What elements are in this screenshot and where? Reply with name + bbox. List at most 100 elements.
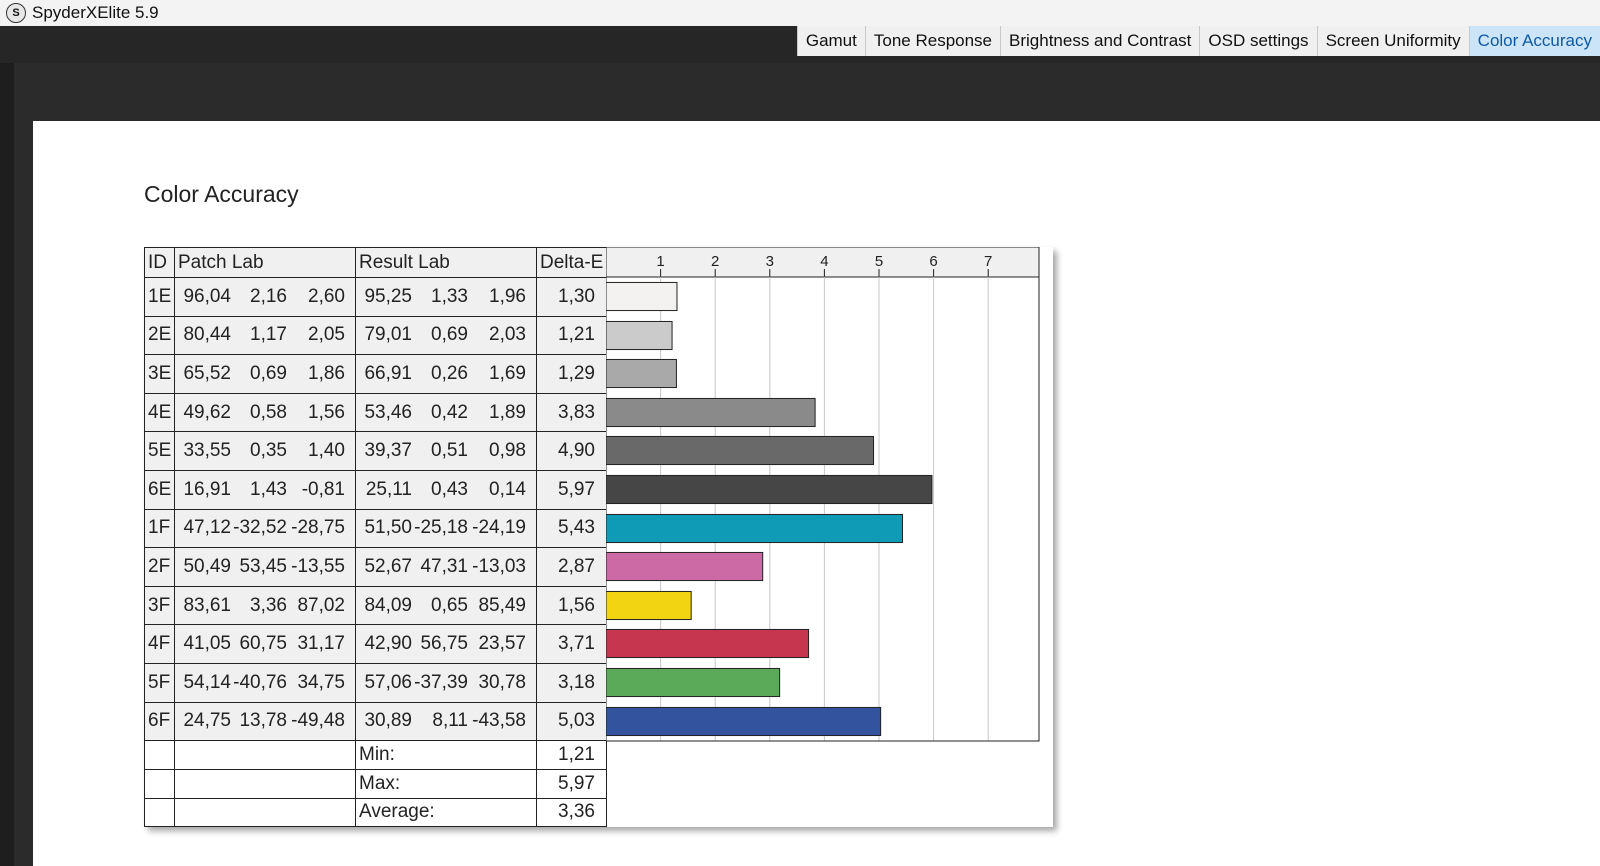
table-row: 4F 41,05 60,75 31,17 42,90 56,75 23,57 3,71 — [144, 624, 607, 664]
delta-e-bar — [606, 397, 816, 428]
patch-lab-cell: 65,52 0,69 1,86 — [174, 354, 356, 394]
result-lab-value: 42,90 — [364, 633, 412, 655]
patch-lab-value: 2,60 — [308, 285, 345, 307]
stat-empty-cell — [144, 797, 175, 828]
result-lab-value: -25,18 — [414, 517, 468, 539]
table-row: 6F 24,75 13,78 -49,48 30,89 8,11 -43,58 5,03 — [144, 701, 607, 742]
patch-lab-value: 87,02 — [297, 594, 345, 616]
delta-e-bar — [606, 281, 678, 312]
patch-lab-cell: 33,55 0,35 1,40 — [174, 431, 356, 471]
stat-label: Average: — [355, 797, 537, 828]
tab-strip: Gamut Tone Response Brightness and Contr… — [0, 26, 1600, 63]
result-lab-value: 0,43 — [431, 478, 468, 500]
delta-e-value: 5,97 — [536, 469, 607, 510]
delta-e-bar — [606, 358, 677, 389]
table-row: 1E 96,04 2,16 2,60 95,25 1,33 1,96 1,30 — [144, 277, 607, 317]
report-canvas: Color Accuracy ID Patch Lab Result Lab D… — [33, 121, 1600, 866]
patch-id: 6E — [144, 469, 175, 510]
patch-lab-cell: 16,91 1,43 -0,81 — [174, 469, 356, 510]
patch-lab-value: 54,14 — [183, 671, 231, 693]
result-lab-value: 57,06 — [364, 671, 412, 693]
result-lab-value: 0,65 — [431, 594, 468, 616]
result-lab-value: 0,14 — [489, 478, 526, 500]
result-lab-value: 0,51 — [431, 440, 468, 462]
table-row: 4E 49,62 0,58 1,56 53,46 0,42 1,89 3,83 — [144, 392, 607, 433]
patch-lab-value: 1,40 — [308, 440, 345, 462]
patch-lab-value: 0,35 — [250, 440, 287, 462]
patch-lab-value: -13,55 — [291, 555, 345, 577]
patch-lab-value: 53,45 — [239, 555, 287, 577]
result-lab-value: 53,46 — [364, 401, 412, 423]
delta-e-value: 5,03 — [536, 701, 607, 742]
chart-plot-area — [606, 276, 1040, 742]
result-lab-value: 0,69 — [431, 324, 468, 346]
table-row: 3F 83,61 3,36 87,02 84,09 0,65 85,49 1,56 — [144, 585, 607, 626]
result-lab-cell: 51,50 -25,18 -24,19 — [355, 508, 537, 549]
result-lab-value: 39,37 — [364, 440, 412, 462]
result-lab-value: 1,96 — [489, 285, 526, 307]
table-row: 2F 50,49 53,45 -13,55 52,67 47,31 -13,03 2,87 — [144, 547, 607, 587]
stat-row: Max: 5,97 — [144, 768, 607, 799]
result-lab-cell: 52,67 47,31 -13,03 — [355, 547, 537, 587]
title-bar: S SpyderXElite 5.9 — [0, 0, 1600, 27]
patch-id: 2F — [144, 547, 175, 587]
toolbar-area — [0, 63, 1600, 121]
patch-id: 1F — [144, 508, 175, 549]
patch-lab-value: 41,05 — [183, 633, 231, 655]
report-tabs: Gamut Tone Response Brightness and Contr… — [796, 26, 1600, 56]
stat-row: Min: 1,21 — [144, 740, 607, 770]
patch-lab-value: 47,12 — [183, 517, 231, 539]
result-lab-cell: 79,01 0,69 2,03 — [355, 315, 537, 356]
result-lab-value: 30,89 — [364, 710, 412, 732]
delta-e-bar-chart: 1 2 3 4 5 6 7 — [606, 247, 1040, 742]
header-patch-lab: Patch Lab — [174, 247, 356, 278]
accuracy-table: ID Patch Lab Result Lab Delta-E 1E 96,04 2… — [144, 247, 607, 828]
patch-id: 6F — [144, 701, 175, 742]
patch-lab-value: 65,52 — [183, 362, 231, 384]
result-lab-value: 1,33 — [431, 285, 468, 307]
table-row: 2E 80,44 1,17 2,05 79,01 0,69 2,03 1,21 — [144, 315, 607, 356]
result-lab-value: -24,19 — [472, 517, 526, 539]
delta-e-value: 1,29 — [536, 354, 607, 394]
delta-e-bar — [606, 590, 692, 621]
result-lab-cell: 25,11 0,43 0,14 — [355, 469, 537, 510]
tab-tone-response[interactable]: Tone Response — [864, 26, 1001, 56]
result-lab-cell: 95,25 1,33 1,96 — [355, 277, 537, 317]
result-lab-cell: 57,06 -37,39 30,78 — [355, 662, 537, 703]
patch-lab-cell: 83,61 3,36 87,02 — [174, 585, 356, 626]
delta-e-bar — [606, 551, 764, 582]
patch-lab-value: 0,69 — [250, 362, 287, 384]
patch-lab-value: -49,48 — [291, 710, 345, 732]
patch-id: 1E — [144, 277, 175, 317]
patch-lab-cell: 54,14 -40,76 34,75 — [174, 662, 356, 703]
patch-lab-value: 1,56 — [308, 401, 345, 423]
result-lab-value: 79,01 — [364, 324, 412, 346]
stat-empty-cell — [174, 768, 356, 799]
tab-gamut[interactable]: Gamut — [796, 26, 865, 56]
patch-lab-cell: 80,44 1,17 2,05 — [174, 315, 356, 356]
x-tick-label: 3 — [766, 253, 774, 270]
patch-lab-value: -32,52 — [233, 517, 287, 539]
delta-e-value: 4,90 — [536, 431, 607, 471]
tab-screen-uniformity[interactable]: Screen Uniformity — [1316, 26, 1469, 56]
left-border — [0, 63, 14, 866]
tab-color-accuracy[interactable]: Color Accuracy — [1468, 26, 1600, 56]
delta-e-bar — [606, 320, 673, 351]
patch-lab-cell: 47,12 -32,52 -28,75 — [174, 508, 356, 549]
patch-lab-value: 49,62 — [183, 401, 231, 423]
x-tick-label: 7 — [984, 253, 992, 270]
tab-osd-settings[interactable]: OSD settings — [1199, 26, 1317, 56]
patch-id: 3E — [144, 354, 175, 394]
patch-id: 3F — [144, 585, 175, 626]
patch-lab-value: 34,75 — [297, 671, 345, 693]
result-lab-value: 52,67 — [364, 555, 412, 577]
x-tick-label: 2 — [711, 253, 719, 270]
table-row: 1F 47,12 -32,52 -28,75 51,50 -25,18 -24,19 5,43 — [144, 508, 607, 549]
delta-e-bar — [606, 474, 933, 505]
tab-brightness-contrast[interactable]: Brightness and Contrast — [1000, 26, 1200, 56]
result-lab-cell: 30,89 8,11 -43,58 — [355, 701, 537, 742]
result-lab-cell: 39,37 0,51 0,98 — [355, 431, 537, 471]
stat-empty-cell — [174, 797, 356, 828]
result-lab-cell: 42,90 56,75 23,57 — [355, 624, 537, 664]
result-lab-value: 95,25 — [364, 285, 412, 307]
